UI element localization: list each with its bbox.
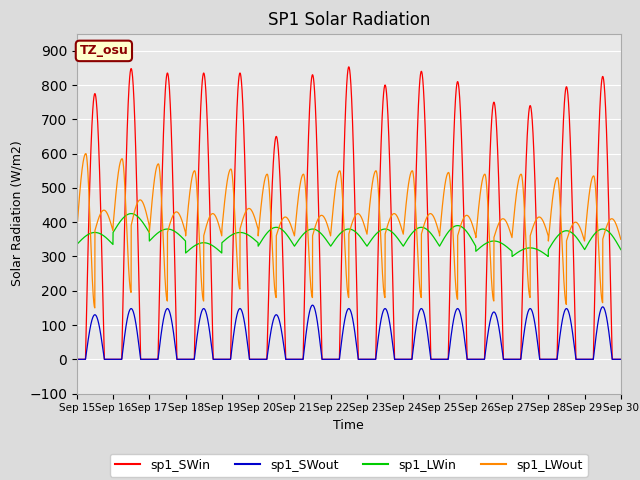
sp1_LWin (329, 240, 337, 246)
sp1_LWin (616, 246, 624, 252)
sp1_SWin (345, 64, 353, 70)
sp1_SWout (441, 357, 449, 362)
sp1_LWin (441, 235, 449, 240)
sp1_LWout (471, 230, 479, 236)
sp1_SWin (441, 357, 449, 362)
sp1_SWout (329, 357, 337, 362)
sp1_LWout (616, 235, 624, 240)
sp1_LWout (502, 218, 509, 224)
Y-axis label: Solar Radiation (W/m2): Solar Radiation (W/m2) (10, 141, 24, 287)
sp1_LWout (617, 237, 625, 242)
sp1_LWout (91, 305, 99, 311)
sp1_SWout (308, 302, 316, 308)
sp1_SWout (616, 357, 624, 362)
Legend: sp1_SWin, sp1_SWout, sp1_LWin, sp1_LWout: sp1_SWin, sp1_SWout, sp1_LWin, sp1_LWout (110, 454, 588, 477)
sp1_SWin (171, 250, 179, 256)
Line: sp1_SWin: sp1_SWin (77, 67, 621, 360)
sp1_SWin (616, 357, 624, 362)
sp1_SWin (471, 357, 479, 362)
sp1_LWin (127, 211, 135, 216)
sp1_LWout (82, 151, 90, 156)
sp1_SWin (73, 357, 81, 362)
sp1_SWout (471, 357, 479, 362)
Line: sp1_LWin: sp1_LWin (77, 214, 621, 256)
Text: TZ_osu: TZ_osu (79, 44, 128, 58)
sp1_LWin (508, 253, 516, 259)
sp1_LWout (329, 211, 337, 216)
X-axis label: Time: Time (333, 419, 364, 432)
sp1_LWin (171, 228, 179, 234)
sp1_LWin (617, 247, 625, 252)
Line: sp1_SWout: sp1_SWout (77, 305, 621, 360)
sp1_LWout (441, 183, 449, 189)
sp1_SWout (502, 357, 509, 362)
sp1_LWout (171, 210, 179, 216)
sp1_SWout (73, 357, 81, 362)
sp1_LWin (73, 241, 81, 247)
sp1_LWin (502, 243, 509, 249)
sp1_SWin (502, 357, 509, 362)
sp1_SWout (171, 337, 179, 343)
sp1_SWin (617, 357, 625, 362)
sp1_LWout (73, 228, 81, 234)
sp1_LWin (471, 241, 479, 247)
sp1_SWout (617, 357, 625, 362)
Title: SP1 Solar Radiation: SP1 Solar Radiation (268, 11, 430, 29)
sp1_SWin (328, 357, 336, 362)
Line: sp1_LWout: sp1_LWout (77, 154, 621, 308)
